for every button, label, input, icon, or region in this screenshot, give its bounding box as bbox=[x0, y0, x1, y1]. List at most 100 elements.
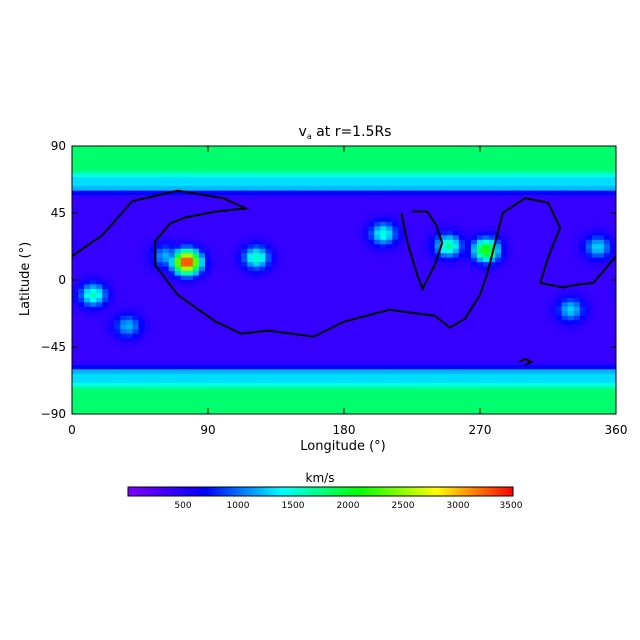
heatmap-cell bbox=[374, 342, 381, 348]
heatmap-cell bbox=[247, 235, 254, 241]
heatmap-cell bbox=[567, 146, 575, 151]
heatmap-cell bbox=[362, 378, 369, 384]
heatmap-cell bbox=[156, 342, 164, 348]
heatmap-cell bbox=[434, 355, 442, 361]
heatmap-cell bbox=[144, 186, 152, 192]
heatmap-cell bbox=[84, 271, 91, 277]
heatmap-cell bbox=[90, 306, 97, 312]
heatmap-cell bbox=[253, 333, 260, 339]
heatmap-cell bbox=[247, 230, 254, 236]
heatmap-cell bbox=[235, 355, 242, 361]
heatmap-cell bbox=[362, 199, 369, 205]
heatmap-cell bbox=[537, 248, 544, 254]
heatmap-cell bbox=[247, 239, 254, 245]
heatmap-cell bbox=[464, 347, 472, 352]
heatmap-cell bbox=[386, 239, 393, 245]
heatmap-cell bbox=[259, 333, 266, 339]
heatmap-cell bbox=[120, 329, 127, 335]
heatmap-cell bbox=[90, 387, 97, 393]
heatmap-cell bbox=[96, 248, 103, 254]
heatmap-cell bbox=[180, 146, 188, 151]
heatmap-cell bbox=[489, 373, 496, 379]
heatmap-cell bbox=[259, 284, 266, 290]
heatmap-cell bbox=[543, 186, 551, 192]
heatmap-cell bbox=[156, 288, 164, 294]
heatmap-cell bbox=[132, 369, 139, 375]
heatmap-cell bbox=[283, 172, 291, 178]
heatmap-cell bbox=[416, 159, 424, 165]
heatmap-cell bbox=[78, 382, 85, 388]
heatmap-cell bbox=[416, 257, 424, 263]
heatmap-cell bbox=[440, 257, 448, 263]
heatmap-cell bbox=[265, 150, 272, 156]
heatmap-cell bbox=[337, 347, 345, 352]
heatmap-cell bbox=[96, 347, 103, 352]
heatmap-cell bbox=[404, 235, 411, 241]
heatmap-cell bbox=[223, 217, 230, 223]
heatmap-cell bbox=[150, 172, 158, 178]
heatmap-cell bbox=[90, 320, 97, 326]
heatmap-cell bbox=[186, 293, 194, 299]
heatmap-cell bbox=[114, 168, 121, 174]
heatmap-cell bbox=[483, 342, 490, 348]
heatmap-cell bbox=[223, 378, 230, 384]
heatmap-cell bbox=[585, 253, 593, 259]
heatmap-cell bbox=[235, 347, 242, 352]
heatmap-cell bbox=[410, 226, 418, 232]
heatmap-cell bbox=[253, 288, 260, 294]
heatmap-cell bbox=[325, 315, 333, 321]
heatmap-cell bbox=[78, 230, 85, 236]
heatmap-cell bbox=[126, 373, 133, 379]
heatmap-cell bbox=[464, 217, 472, 223]
heatmap-cell bbox=[513, 230, 520, 236]
heatmap-cell bbox=[585, 239, 593, 245]
heatmap-cell bbox=[325, 154, 333, 160]
heatmap-cell bbox=[180, 230, 188, 236]
heatmap-cell bbox=[241, 302, 248, 308]
heatmap-cell bbox=[96, 266, 103, 272]
heatmap-cell bbox=[325, 275, 333, 281]
heatmap-cell bbox=[350, 221, 357, 227]
heatmap-cell bbox=[350, 284, 357, 290]
heatmap-cell bbox=[597, 311, 605, 317]
heatmap-cell bbox=[362, 315, 369, 321]
heatmap-cell bbox=[313, 226, 321, 232]
heatmap-cell bbox=[162, 288, 170, 294]
heatmap-cell bbox=[313, 213, 321, 218]
heatmap-cell bbox=[289, 208, 297, 214]
heatmap-cell bbox=[404, 266, 411, 272]
heatmap-cell bbox=[150, 150, 158, 156]
heatmap-cell bbox=[192, 257, 200, 263]
heatmap-cell bbox=[603, 293, 611, 299]
heatmap-cell bbox=[603, 177, 611, 183]
heatmap-cell bbox=[186, 230, 194, 236]
heatmap-cell bbox=[265, 168, 272, 174]
heatmap-cell bbox=[362, 262, 369, 268]
heatmap-cell bbox=[90, 204, 97, 210]
heatmap-cell bbox=[217, 275, 224, 281]
heatmap-cell bbox=[235, 311, 242, 317]
heatmap-cell bbox=[470, 213, 478, 218]
heatmap-cell bbox=[573, 284, 581, 290]
heatmap-cell bbox=[319, 186, 327, 192]
heatmap-cell bbox=[519, 297, 526, 303]
heatmap-cell bbox=[597, 369, 605, 375]
heatmap-cell bbox=[138, 253, 146, 259]
heatmap-cell bbox=[168, 266, 176, 272]
heatmap-cell bbox=[192, 262, 200, 268]
heatmap-cell bbox=[555, 208, 563, 214]
heatmap-cell bbox=[265, 262, 272, 268]
heatmap-cell bbox=[561, 378, 569, 384]
heatmap-cell bbox=[96, 204, 103, 210]
heatmap-cell bbox=[573, 306, 581, 312]
heatmap-cell bbox=[537, 226, 544, 232]
heatmap-cell bbox=[591, 190, 599, 196]
heatmap-cell bbox=[253, 208, 260, 214]
heatmap-cell bbox=[265, 378, 272, 384]
heatmap-cell bbox=[410, 387, 418, 393]
heatmap-cell bbox=[350, 324, 357, 330]
heatmap-cell bbox=[489, 271, 496, 277]
heatmap-cell bbox=[452, 154, 460, 160]
heatmap-cell bbox=[114, 150, 121, 156]
heatmap-cell bbox=[495, 378, 502, 384]
